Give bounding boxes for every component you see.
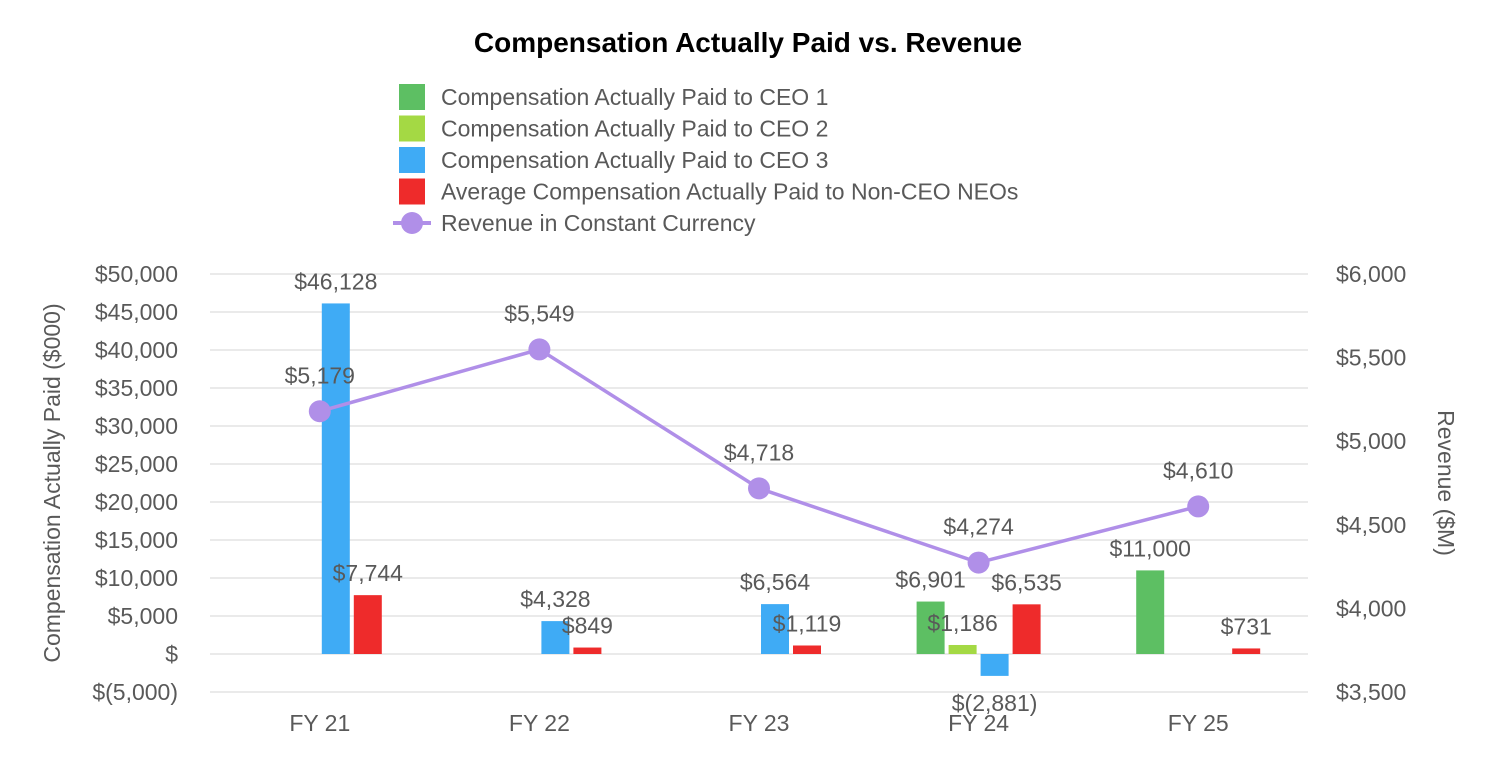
category-label: FY 23 — [729, 710, 790, 736]
legend-item-compensation-actually-paid-to-ceo-3: Compensation Actually Paid to CEO 3 — [399, 147, 828, 173]
bar-compensation-actually-paid-to-ceo-2 — [948, 644, 977, 654]
data-labels: $6,901 $11,000 $1,186 $46,128 $4,328 $6,564 $(… — [285, 268, 1272, 715]
right-tick-label: $4,500 — [1336, 512, 1406, 538]
bar-data-label: $11,000 — [1109, 535, 1190, 561]
left-tick-label: $5,000 — [108, 603, 178, 629]
bar-compensation-actually-paid-to-ceo-1 — [916, 601, 945, 654]
category-label: FY 24 — [948, 710, 1009, 736]
revenue-point — [1187, 495, 1210, 518]
bar-data-label: $6,564 — [740, 569, 811, 595]
legend-item-revenue-in-constant-currency: Revenue in Constant Currency — [393, 210, 756, 236]
legend-item-compensation-actually-paid-to-ceo-2: Compensation Actually Paid to CEO 2 — [399, 115, 828, 142]
bar-average-compensation-actually-paid-to-non-ceo-neos — [1232, 648, 1261, 654]
left-tick-label: $15,000 — [95, 527, 178, 553]
revenue-point — [308, 400, 331, 423]
legend-label: Compensation Actually Paid to CEO 2 — [441, 116, 828, 142]
bar-data-label: $6,535 — [991, 569, 1061, 595]
legend-swatch — [399, 147, 425, 173]
legend-swatch — [399, 84, 425, 110]
legend-label: Average Compensation Actually Paid to No… — [441, 179, 1018, 205]
legend-item-average-compensation-actually-paid-to-non-ceo-neos: Average Compensation Actually Paid to No… — [399, 178, 1018, 205]
bar-data-label: $(2,881) — [952, 690, 1038, 716]
left-tick-label: $(5,000) — [92, 679, 178, 705]
revenue-data-label: $5,549 — [504, 300, 574, 326]
bar-data-label: $6,901 — [895, 567, 965, 593]
left-tick-label: $10,000 — [95, 565, 178, 591]
right-tick-label: $3,500 — [1336, 679, 1406, 705]
left-tick-label: $35,000 — [95, 375, 178, 401]
legend-marker-swatch — [401, 212, 423, 234]
left-tick-label: $ — [165, 641, 178, 667]
revenue-point — [967, 551, 990, 574]
bar-data-label: $849 — [562, 613, 613, 639]
bar-data-label: $4,328 — [520, 586, 590, 612]
left-tick-label: $30,000 — [95, 413, 178, 439]
chart-title: Compensation Actually Paid vs. Revenue — [474, 27, 1022, 58]
bar-data-label: $7,744 — [333, 560, 404, 586]
bar-average-compensation-actually-paid-to-non-ceo-neos — [793, 645, 821, 654]
right-tick-label: $5,000 — [1336, 428, 1406, 454]
left-axis-title: Compensation Actually Paid ($000) — [39, 303, 65, 662]
category-labels: FY 21 FY 22 FY 23 FY 24 FY 25 — [289, 710, 1228, 736]
right-tick-label: $5,500 — [1336, 345, 1406, 371]
legend: Compensation Actually Paid to CEO 1 Compe… — [393, 84, 1018, 236]
bar-average-compensation-actually-paid-to-non-ceo-neos — [353, 595, 382, 654]
revenue-point — [748, 477, 770, 500]
legend-label: Compensation Actually Paid to CEO 1 — [441, 84, 828, 110]
legend-label: Revenue in Constant Currency — [441, 210, 756, 236]
bars — [321, 303, 1261, 676]
category-label: FY 21 — [289, 710, 350, 736]
right-axis-ticks: $6,000 $5,500 $5,000 $4,500 $4,000 $3,500 — [1336, 261, 1406, 705]
revenue-data-label: $4,610 — [1163, 457, 1233, 483]
bar-compensation-actually-paid-to-ceo-3 — [541, 621, 570, 654]
revenue-data-label: $5,179 — [285, 362, 355, 388]
bar-compensation-actually-paid-to-ceo-1 — [1136, 570, 1165, 654]
left-tick-label: $45,000 — [95, 299, 178, 325]
bar-data-label: $731 — [1221, 613, 1272, 639]
bar-average-compensation-actually-paid-to-non-ceo-neos — [573, 647, 602, 654]
right-tick-label: $4,000 — [1336, 595, 1406, 621]
bar-compensation-actually-paid-to-ceo-3 — [321, 303, 350, 654]
bar-data-label: $1,119 — [773, 610, 842, 636]
legend-swatch — [399, 115, 425, 142]
left-tick-label: $25,000 — [95, 451, 178, 477]
revenue-data-label: $4,718 — [724, 439, 794, 465]
bar-data-label: $46,128 — [294, 268, 377, 294]
right-axis-title: Revenue ($M) — [1433, 410, 1459, 556]
category-label: FY 25 — [1168, 710, 1229, 736]
revenue-line — [308, 338, 1210, 574]
left-axis-ticks: $50,000 $45,000 $40,000 $35,000 $30,000 $25,0… — [92, 261, 178, 705]
left-tick-label: $20,000 — [95, 489, 178, 515]
legend-item-compensation-actually-paid-to-ceo-1: Compensation Actually Paid to CEO 1 — [399, 84, 828, 110]
category-label: FY 22 — [509, 710, 570, 736]
revenue-data-label: $4,274 — [943, 514, 1014, 540]
bar-average-compensation-actually-paid-to-non-ceo-neos — [1012, 604, 1041, 654]
legend-label: Compensation Actually Paid to CEO 3 — [441, 147, 828, 173]
bar-compensation-actually-paid-to-ceo-3 — [761, 604, 789, 654]
right-tick-label: $6,000 — [1336, 261, 1406, 287]
bar-data-label: $1,186 — [927, 610, 997, 636]
gridlines — [210, 273, 1308, 693]
left-tick-label: $50,000 — [95, 261, 178, 287]
legend-swatch — [399, 178, 425, 205]
left-tick-label: $40,000 — [95, 337, 178, 363]
bar-compensation-actually-paid-to-ceo-3 — [980, 654, 1009, 676]
revenue-point — [528, 338, 551, 361]
